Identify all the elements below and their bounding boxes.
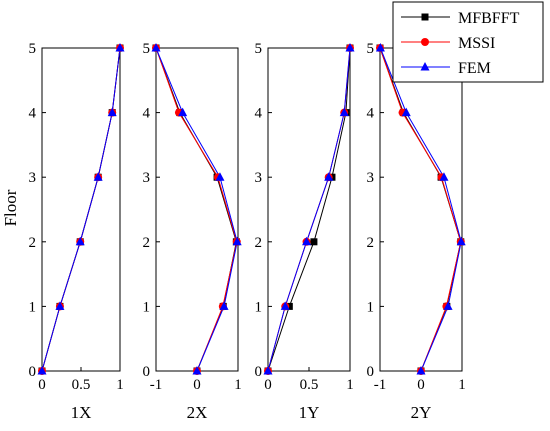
legend-label-fem: FEM	[458, 60, 491, 77]
x-tick-label: 0.5	[72, 377, 91, 393]
point-fem	[375, 43, 385, 52]
y-tick-label: 5	[367, 41, 375, 57]
y-tick-label: 0	[255, 364, 263, 380]
legend-marker-mssi	[421, 38, 429, 46]
y-tick-label: 2	[367, 235, 375, 251]
point-fem	[93, 172, 103, 181]
point-mfbfft	[285, 302, 293, 310]
legend: MFBFFT MSSI FEM	[392, 1, 544, 83]
y-tick-label: 4	[367, 106, 375, 122]
point-fem	[280, 301, 290, 310]
x-tick-label: -1	[374, 377, 387, 393]
y-tick-label: 2	[255, 235, 263, 251]
point-fem	[345, 43, 355, 52]
legend-marker-mfbfft	[421, 13, 429, 21]
y-tick-label: 0	[367, 364, 375, 380]
point-fem	[75, 236, 85, 246]
series-line-mssi	[267, 47, 351, 372]
y-tick-label: 3	[255, 170, 263, 186]
x-tick-label: 0	[193, 377, 201, 393]
panel-frame	[155, 47, 239, 372]
series-line-fem	[155, 47, 238, 372]
x-axis-label: 1Y	[299, 403, 320, 422]
x-tick-label: 0.5	[300, 377, 319, 393]
series-line-mssi	[379, 47, 462, 372]
y-tick-label: 4	[29, 106, 37, 122]
y-tick-label: 0	[29, 364, 37, 380]
y-tick-label: 4	[143, 106, 151, 122]
panel-1X: 0 1 2 3 4 5 0 0.5 1 1X	[29, 41, 125, 422]
series-line-mfbfft	[267, 47, 351, 372]
series-line-fem	[41, 47, 121, 372]
legend-label-mssi: MSSI	[458, 35, 495, 52]
panel-frame	[267, 47, 351, 372]
point-fem	[55, 301, 65, 310]
series-line-mfbfft	[379, 47, 462, 372]
point-fem	[263, 366, 273, 375]
point-fem	[324, 172, 334, 181]
x-axis-label: 1X	[71, 403, 92, 422]
series-line-mssi	[41, 47, 121, 372]
y-tick-label: 0	[143, 364, 151, 380]
y-tick-label: 3	[367, 170, 375, 186]
series-line-fem	[267, 47, 351, 372]
point-fem	[178, 107, 188, 117]
point-fem	[215, 172, 225, 181]
point-fem	[416, 366, 426, 375]
x-tick-label: 1	[346, 377, 354, 393]
point-fem	[115, 43, 125, 52]
series-line-mfbfft	[155, 47, 237, 372]
x-tick-label: 1	[116, 377, 124, 393]
panel-1Y: 0 1 2 3 4 5 0 0.5 1 1Y	[255, 41, 355, 422]
y-tick-label: 1	[29, 299, 37, 315]
series-line-mssi	[155, 47, 238, 372]
x-tick-label: 1	[234, 377, 242, 393]
x-tick-label: 0	[38, 377, 46, 393]
point-fem	[456, 236, 466, 246]
point-fem	[339, 107, 349, 117]
x-tick-label: 0	[417, 377, 425, 393]
y-tick-label: 3	[29, 170, 37, 186]
y-tick-label: 5	[29, 41, 37, 57]
y-tick-label: 5	[143, 41, 151, 57]
legend-label-mfbfft: MFBFFT	[458, 10, 520, 27]
point-mfbfft	[310, 238, 318, 246]
y-tick-label: 1	[143, 299, 151, 315]
x-axis-label: 2Y	[411, 403, 432, 422]
point-fem	[107, 107, 117, 117]
series-line-fem	[379, 47, 462, 372]
y-tick-label: 4	[255, 106, 263, 122]
series-line-mfbfft	[41, 47, 121, 372]
point-fem	[401, 107, 411, 117]
point-fem	[151, 43, 161, 52]
x-axis-label: 2X	[187, 403, 208, 422]
legend-marker-fem	[420, 62, 430, 71]
point-fem	[232, 236, 242, 246]
y-tick-label: 3	[143, 170, 151, 186]
x-tick-label: -1	[150, 377, 163, 393]
y-tick-label: 2	[143, 235, 151, 251]
point-fem	[192, 366, 202, 375]
y-tick-label: 2	[29, 235, 37, 251]
x-tick-label: 0	[264, 377, 272, 393]
point-fem	[443, 301, 453, 310]
point-fem	[439, 172, 449, 181]
point-fem	[37, 366, 47, 375]
y-axis-label: Floor	[1, 189, 20, 226]
panel-frame	[41, 47, 121, 372]
x-tick-label: 1	[458, 377, 466, 393]
y-tick-label: 5	[255, 41, 263, 57]
point-fem	[302, 236, 312, 246]
y-tick-label: 1	[255, 299, 263, 315]
point-fem	[219, 301, 229, 310]
y-tick-label: 1	[367, 299, 375, 315]
panel-frame	[379, 47, 463, 372]
